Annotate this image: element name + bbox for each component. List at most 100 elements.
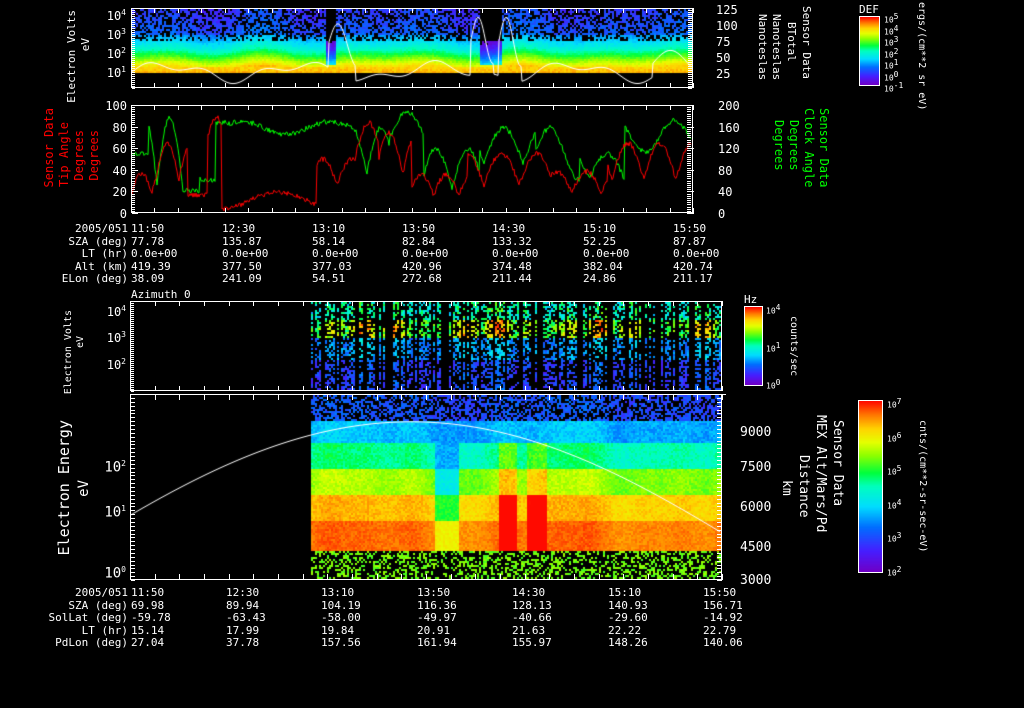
axis-tick bbox=[717, 541, 722, 543]
axis-tick bbox=[687, 126, 694, 128]
main-right-label-line3: Distance bbox=[796, 455, 811, 518]
ephemeris-row-label: ELon (deg) bbox=[61, 272, 128, 286]
axis-tick bbox=[132, 10, 135, 11]
axis-tick bbox=[132, 34, 135, 35]
axis-tick bbox=[132, 109, 135, 111]
x-axis-tick bbox=[574, 301, 575, 306]
axis-tick bbox=[688, 36, 692, 37]
x-axis-tick bbox=[622, 208, 624, 213]
axis-tick-label: 103 bbox=[884, 35, 899, 48]
axis-tick bbox=[717, 417, 722, 419]
axis-tick bbox=[132, 26, 135, 27]
axis-tick-label: 25 bbox=[716, 67, 731, 81]
axis-tick-label: 120 bbox=[718, 142, 740, 157]
x-axis-tick bbox=[669, 83, 671, 88]
x-axis-tick bbox=[623, 386, 625, 391]
x-axis-tick bbox=[549, 386, 551, 391]
x-axis-tick bbox=[341, 83, 343, 88]
axis-tick-label: 101 bbox=[104, 504, 126, 521]
axis-tick bbox=[717, 514, 722, 516]
axis-tick bbox=[717, 533, 722, 535]
x-axis-tick bbox=[131, 83, 132, 88]
axis-tick bbox=[131, 371, 134, 372]
axis-tick bbox=[717, 428, 722, 430]
cnts-colorbar[interactable] bbox=[858, 400, 883, 573]
axis-tick bbox=[717, 444, 722, 446]
x-axis-tick bbox=[623, 574, 625, 580]
x-axis-tick bbox=[458, 8, 460, 13]
ephemeris-value: 22.22 bbox=[608, 623, 642, 637]
axis-tick bbox=[132, 80, 135, 81]
x-axis-tick bbox=[179, 301, 181, 306]
axis-tick bbox=[687, 117, 691, 119]
axis-tick bbox=[132, 122, 135, 124]
x-axis-tick bbox=[224, 83, 226, 88]
axis-tick bbox=[132, 150, 135, 152]
axis-tick bbox=[687, 161, 691, 163]
x-axis-tick bbox=[623, 394, 625, 400]
axis-tick bbox=[687, 109, 691, 111]
axis-tick bbox=[717, 487, 722, 488]
x-axis-tick bbox=[327, 386, 329, 391]
axis-tick bbox=[717, 471, 722, 473]
x-axis-tick bbox=[302, 301, 304, 306]
axis-tick-label: 75 bbox=[716, 35, 731, 49]
axis-tick bbox=[132, 143, 135, 145]
axis-tick bbox=[717, 394, 726, 395]
ephemeris-value: -59.78 bbox=[131, 611, 171, 625]
x-axis-tick bbox=[204, 386, 205, 391]
x-axis-tick bbox=[177, 105, 179, 110]
axis-tick bbox=[131, 305, 134, 306]
angles-plot[interactable] bbox=[131, 105, 693, 213]
axis-tick bbox=[132, 66, 135, 67]
x-axis-tick bbox=[552, 208, 554, 213]
er-spectrogram-plot[interactable] bbox=[131, 8, 693, 88]
ephemeris-value: -58.00 bbox=[321, 611, 361, 625]
axis-tick bbox=[132, 113, 135, 115]
axis-tick bbox=[132, 213, 138, 214]
axis-tick bbox=[131, 321, 134, 322]
axis-tick bbox=[687, 105, 694, 106]
axis-tick bbox=[717, 436, 722, 438]
axis-tick bbox=[132, 111, 135, 113]
azimuth-spectrogram-plot[interactable] bbox=[130, 301, 722, 391]
main-ylabel-line1: Electron Energy bbox=[55, 420, 73, 556]
er-right-label-line1: Sensor Data bbox=[800, 6, 813, 79]
axis-tick bbox=[131, 409, 135, 411]
x-axis-tick bbox=[482, 208, 484, 213]
x-axis-tick bbox=[648, 574, 649, 580]
axis-tick bbox=[717, 537, 722, 539]
x-axis-tick bbox=[388, 208, 390, 213]
x-axis-tick bbox=[201, 105, 203, 110]
axis-tick bbox=[132, 76, 135, 77]
axis-tick bbox=[717, 572, 722, 574]
x-axis-tick bbox=[529, 83, 531, 88]
axis-tick bbox=[687, 133, 691, 135]
axis-tick-label: 101 bbox=[766, 341, 781, 354]
x-axis-tick bbox=[599, 83, 601, 88]
axis-tick-label: 100 bbox=[716, 19, 738, 33]
axis-tick bbox=[131, 325, 134, 326]
axis-tick bbox=[131, 327, 134, 328]
axis-tick bbox=[688, 52, 692, 53]
x-axis-tick bbox=[154, 8, 156, 13]
axis-tick bbox=[131, 490, 135, 492]
x-axis-tick bbox=[294, 83, 296, 88]
x-axis-tick bbox=[697, 574, 699, 580]
hz-colorbar-gradient bbox=[745, 307, 762, 385]
axis-tick bbox=[131, 529, 135, 531]
def-colorbar[interactable] bbox=[859, 16, 880, 86]
axis-tick bbox=[687, 156, 691, 158]
hz-colorbar[interactable] bbox=[744, 306, 763, 386]
x-axis-tick bbox=[154, 574, 156, 580]
main-spectrogram-plot[interactable] bbox=[130, 394, 722, 580]
axis-tick bbox=[687, 146, 691, 148]
ephemeris-time-label: 15:50 bbox=[673, 222, 707, 235]
axis-tick bbox=[132, 135, 135, 137]
axis-tick bbox=[688, 48, 692, 49]
axis-tick bbox=[131, 343, 134, 344]
axis-tick bbox=[131, 331, 134, 332]
azimuth-spectrogram-canvas bbox=[131, 302, 721, 390]
azimuth-ylabel-line2: eV bbox=[75, 336, 86, 349]
x-axis-tick bbox=[722, 301, 723, 306]
